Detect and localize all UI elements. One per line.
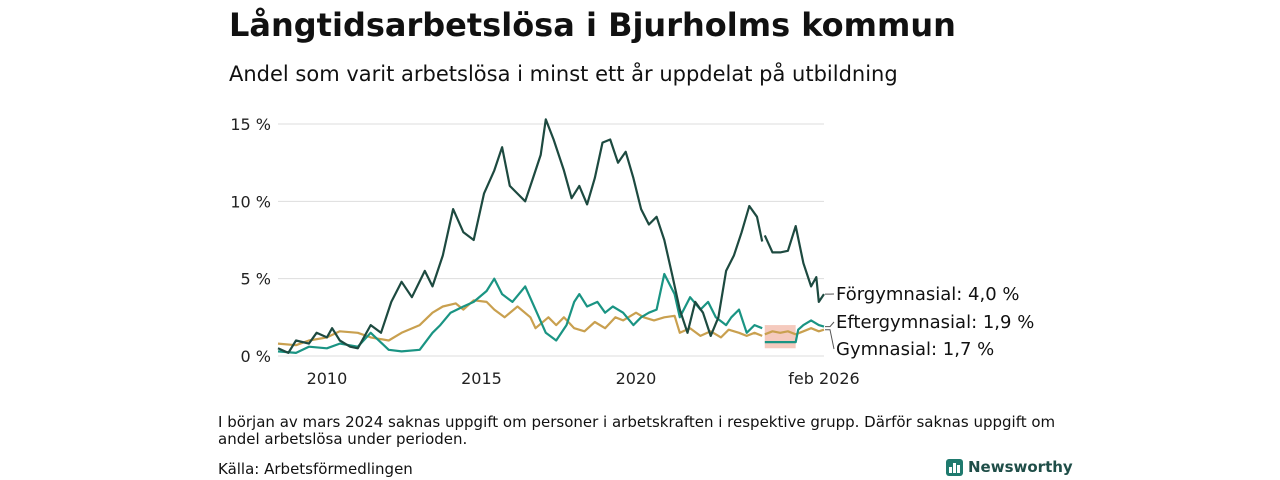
line-chart: Förgymnasial: 4,0 % Eftergymnasial: 1,9 %… <box>230 115 1034 388</box>
gridlines <box>278 123 824 357</box>
source-text: Källa: Arbetsförmedlingen <box>218 460 413 478</box>
series-lines <box>277 118 825 354</box>
axis-tick-labels: 0 % 5 % 10 % 15 % 2010 2015 2020 feb 2026 <box>230 115 859 388</box>
series-line-gymnasial <box>277 299 825 347</box>
chart-subtitle: Andel som varit arbetslösa i minst ett å… <box>229 62 898 86</box>
y-tick-label: 0 % <box>241 347 271 366</box>
y-tick-label: 5 % <box>241 270 271 289</box>
leader-line <box>825 329 835 350</box>
series-line-eftergymnasial <box>277 272 825 354</box>
bar-chart-icon <box>946 458 963 476</box>
end-labels: Förgymnasial: 4,0 % Eftergymnasial: 1,9 %… <box>825 284 1034 360</box>
series-label-forgymnasial: Förgymnasial: 4,0 % <box>836 284 1020 305</box>
brand-logo[interactable]: Newsworthy <box>946 458 1073 476</box>
series-line-forgymnasial <box>277 118 825 354</box>
missing-data-band <box>764 325 796 349</box>
missing-data-rect <box>764 325 796 349</box>
series-label-gymnasial: Gymnasial: 1,7 % <box>836 339 994 360</box>
x-tick-label: feb 2026 <box>788 369 859 388</box>
x-tick-label: 2015 <box>461 369 502 388</box>
x-tick-label: 2010 <box>307 369 348 388</box>
y-tick-label: 15 % <box>230 115 271 134</box>
series-label-eftergymnasial: Eftergymnasial: 1,9 % <box>836 312 1034 333</box>
x-tick-label: 2020 <box>616 369 657 388</box>
leader-line <box>825 321 835 328</box>
chart-title: Långtidsarbetslösa i Bjurholms kommun <box>229 6 956 44</box>
footnote: I början av mars 2024 saknas uppgift om … <box>218 413 1056 448</box>
y-tick-label: 10 % <box>230 192 271 211</box>
brand-name: Newsworthy <box>968 458 1073 476</box>
